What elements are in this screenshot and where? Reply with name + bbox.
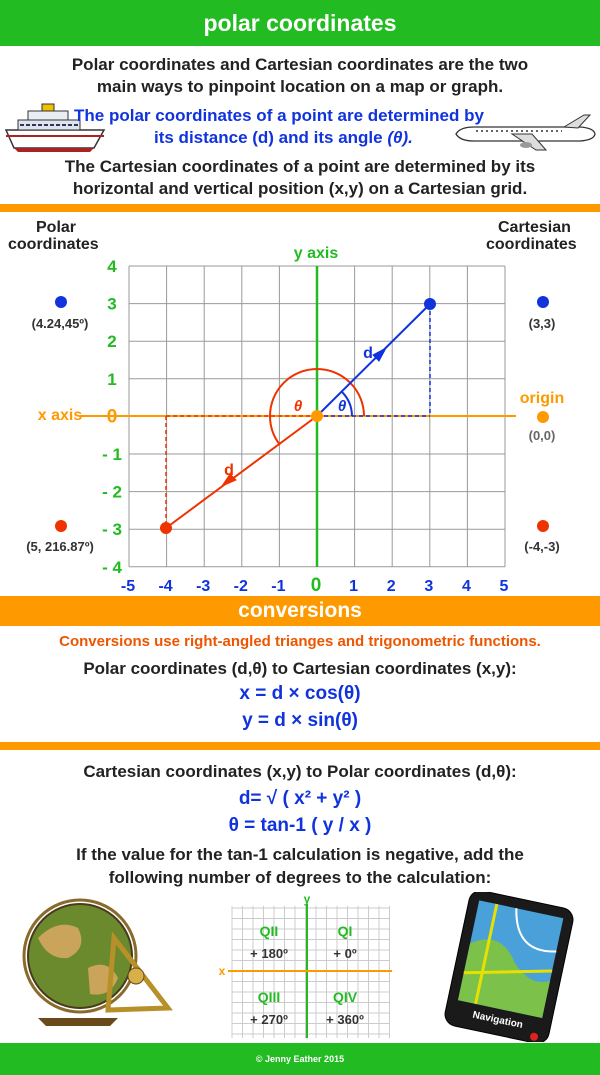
red-cart-coords: (-4,-3) [524,539,559,554]
cart-intro-line-1: The Cartesian coordinates of a point are… [64,157,536,176]
polar-intro-theta: (θ). [387,128,413,147]
red-theta-label: θ [294,398,303,415]
airplane-illustration [455,114,596,151]
blue-vector [316,303,431,417]
footer-credit: © Jenny Eather 2015 [255,1054,345,1064]
x-tick-label: 5 [500,578,509,595]
divider-2 [0,742,600,750]
conversions-title: conversions [238,599,362,622]
y-tick-label: 0 [107,406,118,427]
coordinate-graph: 4 3 2 1 0 - 1 - 2 - 3 - 4 -5 -4 -3 -2 -1 0 1 2 3 4 5 y axi… [26,245,564,596]
c2p-heading: Cartesian coordinates (x,y) to Polar coo… [83,762,517,781]
x-tick-label: 4 [462,578,471,595]
x-axis-label: x axis [38,407,83,424]
blue-cart-coords: (3,3) [529,316,556,331]
q1-label: QI [338,923,353,939]
q3-label: QIII [258,989,281,1005]
cartesian-label-1: Cartesian [498,219,571,236]
intro-line-2: main ways to pinpoint location on a map … [96,77,504,96]
q2-label: QII [260,923,279,939]
y-tick-label: 1 [107,370,116,389]
q1-add: + 0º [333,946,356,961]
red-polar-coords: (5, 216.87º) [26,539,94,554]
footer-bar: © Jenny Eather 2015 [0,1043,600,1075]
origin-marker [537,411,549,423]
red-vector-arrow [220,473,237,488]
quadrant-diagram: y x QII + 180º QI + 0º QIII + 270º QIV +… [219,892,392,1038]
c2p-theta-formula: θ = tan-1 ( y / x ) [228,815,372,836]
blue-polar-coords: (4.24,45º) [32,316,89,331]
origin-coords: (0,0) [529,428,556,443]
polar-intro-line-2: its distance (d) and its angle (θ). [154,128,413,148]
cartesian-label-2: coordinates [486,236,577,253]
divider-1 [0,204,600,212]
globe-sextant-illustration [22,898,173,1026]
navigation-device-illustration: Navigation [444,892,574,1042]
intro-line-1: Polar coordinates and Cartesian coordina… [71,55,529,74]
x-tick-label: -1 [271,578,285,595]
x-tick-label: 3 [424,578,433,595]
title-bar: polar coordinates [0,0,600,46]
y-tick-label: - 1 [102,445,122,464]
y-tick-label: - 4 [102,558,122,577]
p2c-heading: Polar coordinates (d,θ) to Cartesian coo… [83,659,517,678]
tan-note-line-1: If the value for the tan-1 calculation i… [76,845,524,864]
conversions-bar: conversions [0,596,600,626]
conversions-subtitle: Conversions use right-angled trianges an… [59,633,541,650]
blue-d-label: d [363,345,373,362]
c2p-d-formula: d= √ ( x² + y² ) [238,788,362,809]
x-tick-label: -4 [158,578,172,595]
red-cart-marker [537,520,549,532]
blue-theta-label: θ [338,398,347,415]
x-tick-label: -5 [121,578,135,595]
blue-vector-arrow [372,346,388,362]
y-tick-label: 3 [107,295,116,314]
page-title: polar coordinates [203,9,397,36]
x-tick-label: -3 [196,578,210,595]
q2-add: + 180º [250,946,288,961]
y-tick-label: - 2 [102,483,122,502]
quadrant-y-label: y [304,892,311,906]
quadrant-x-label: x [219,964,226,978]
origin-label: origin [520,390,564,407]
y-axis-label: y axis [294,245,339,262]
polar-intro-line-2-text: its distance (d) and its angle [154,128,388,147]
x-tick-label: 0 [311,575,322,596]
ship-illustration [4,103,106,152]
blue-polar-marker [55,296,67,308]
origin-point [311,410,323,422]
red-polar-marker [55,520,67,532]
p2c-y-formula: y = d × sin(θ) [242,710,358,731]
q4-add: + 360º [326,1012,364,1027]
tan-note-line-2: following number of degrees to the calcu… [108,868,492,887]
x-tick-label: 2 [387,578,396,595]
red-d-label: d [224,462,234,479]
red-point [160,522,172,534]
y-tick-label: 2 [107,332,116,351]
y-tick-labels: 4 3 2 1 0 - 1 - 2 - 3 - 4 [102,257,122,577]
p2c-x-formula: x = d × cos(θ) [239,683,361,704]
x-tick-labels: -5 -4 -3 -2 -1 0 1 2 3 4 5 [121,575,509,596]
x-tick-label: -2 [234,578,248,595]
polar-intro-line-1: The polar coordinates of a point are det… [74,106,484,125]
cart-intro-line-2: horizontal and vertical position (x,y) o… [72,179,528,198]
q3-add: + 270º [250,1012,288,1027]
blue-point [424,298,436,310]
polar-label-1: Polar [36,219,77,236]
blue-cart-marker [537,296,549,308]
red-angle-arc [268,368,365,446]
polar-label-2: coordinates [8,236,99,253]
x-tick-label: 1 [349,578,358,595]
y-tick-label: 4 [107,257,117,276]
red-vector [165,415,318,529]
q4-label: QIV [333,989,358,1005]
y-tick-label: - 3 [102,520,122,539]
